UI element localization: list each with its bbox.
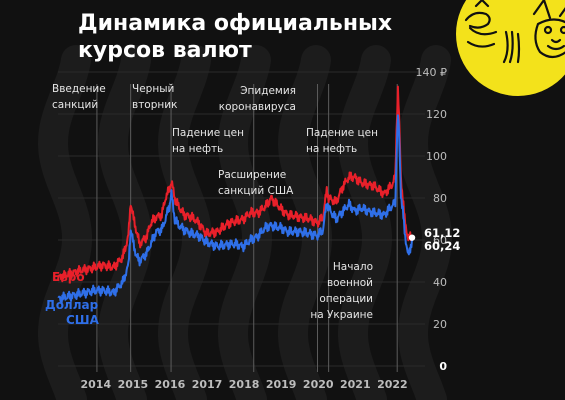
background-wave [37,45,92,400]
x-tick-label: 2021 [340,378,371,391]
event-label: вторник [132,99,177,111]
chart-title-line-1: Динамика официальных [78,11,393,36]
legend-usd-line-1: Доллар [45,298,99,312]
chart-title-line-2: курсов валют [78,38,252,63]
series-lines [57,85,413,304]
y-tick-label: 100 [426,150,447,163]
event-label: Черный [132,83,174,95]
event-label: военной [327,277,373,289]
chart-title: Динамика официальных курсов валют [78,10,392,64]
x-tick-label: 2019 [266,378,297,391]
background-wave [157,45,212,400]
x-tick-label: 2016 [155,378,186,391]
event-label: на нефть [172,143,223,155]
y-tick-label: 20 [433,318,447,331]
event-label: Расширение [218,169,286,181]
background-wave [217,45,272,400]
y-tick-label: 60 [433,234,447,247]
legend-euro: Евро [52,270,85,284]
grid [58,71,425,367]
x-tick-label: 2014 [80,378,111,391]
y-axis-ticks: 0 20 40 60 80 100 120 140 ₽ [416,66,448,373]
x-tick-label: 2017 [192,378,223,391]
y-tick-label: 0 [439,360,447,373]
x-tick-label: 2022 [377,378,408,391]
legend-usd-line-2: США [66,313,100,327]
series-line-0 [57,85,413,283]
background-wave [277,45,332,400]
event-label: Начало [333,261,373,273]
end-value-euro: 61,12 [424,226,460,240]
y-tick-label: 140 ₽ [416,66,448,79]
event-label: Введение [52,83,106,95]
end-point-marker [408,234,416,241]
background-wave [337,45,392,400]
x-axis-ticks: 2014 2015 2016 2017 2018 2019 2020 2021 2022 [80,378,407,391]
event-label: санкций [52,99,98,111]
event-label: на нефть [306,143,357,155]
brand-logo-icon [456,0,565,96]
background-wave [97,45,152,400]
event-label: санкций США [218,185,294,197]
background-waves [37,45,452,400]
event-label: Падение цен [306,127,378,139]
y-tick-label: 80 [433,192,447,205]
x-tick-label: 2015 [118,378,149,391]
event-label: операции [319,293,373,305]
end-value-usd: 60,24 [424,239,460,253]
event-label: на Украине [310,309,373,321]
y-tick-label: 40 [433,276,447,289]
x-tick-label: 2018 [229,378,260,391]
background-wave [397,45,452,400]
x-tick-label: 2020 [303,378,334,391]
event-labels: Введение санкций Черный вторник Падение цен н… [52,83,378,321]
event-label: Эпидемия [240,85,296,97]
event-label: Падение цен [172,127,244,139]
series-line-1 [57,114,413,304]
y-tick-label: 120 [426,108,447,121]
event-label: коронавируса [219,101,296,113]
